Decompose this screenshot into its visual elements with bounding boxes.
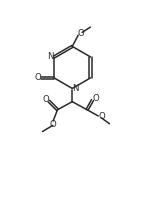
Text: O: O <box>92 94 99 103</box>
Text: O: O <box>49 120 56 129</box>
Text: O: O <box>98 112 105 121</box>
Text: O: O <box>42 95 49 104</box>
Text: O: O <box>78 29 85 38</box>
Text: N: N <box>72 84 79 93</box>
Text: N: N <box>47 52 54 61</box>
Text: O: O <box>35 73 41 82</box>
